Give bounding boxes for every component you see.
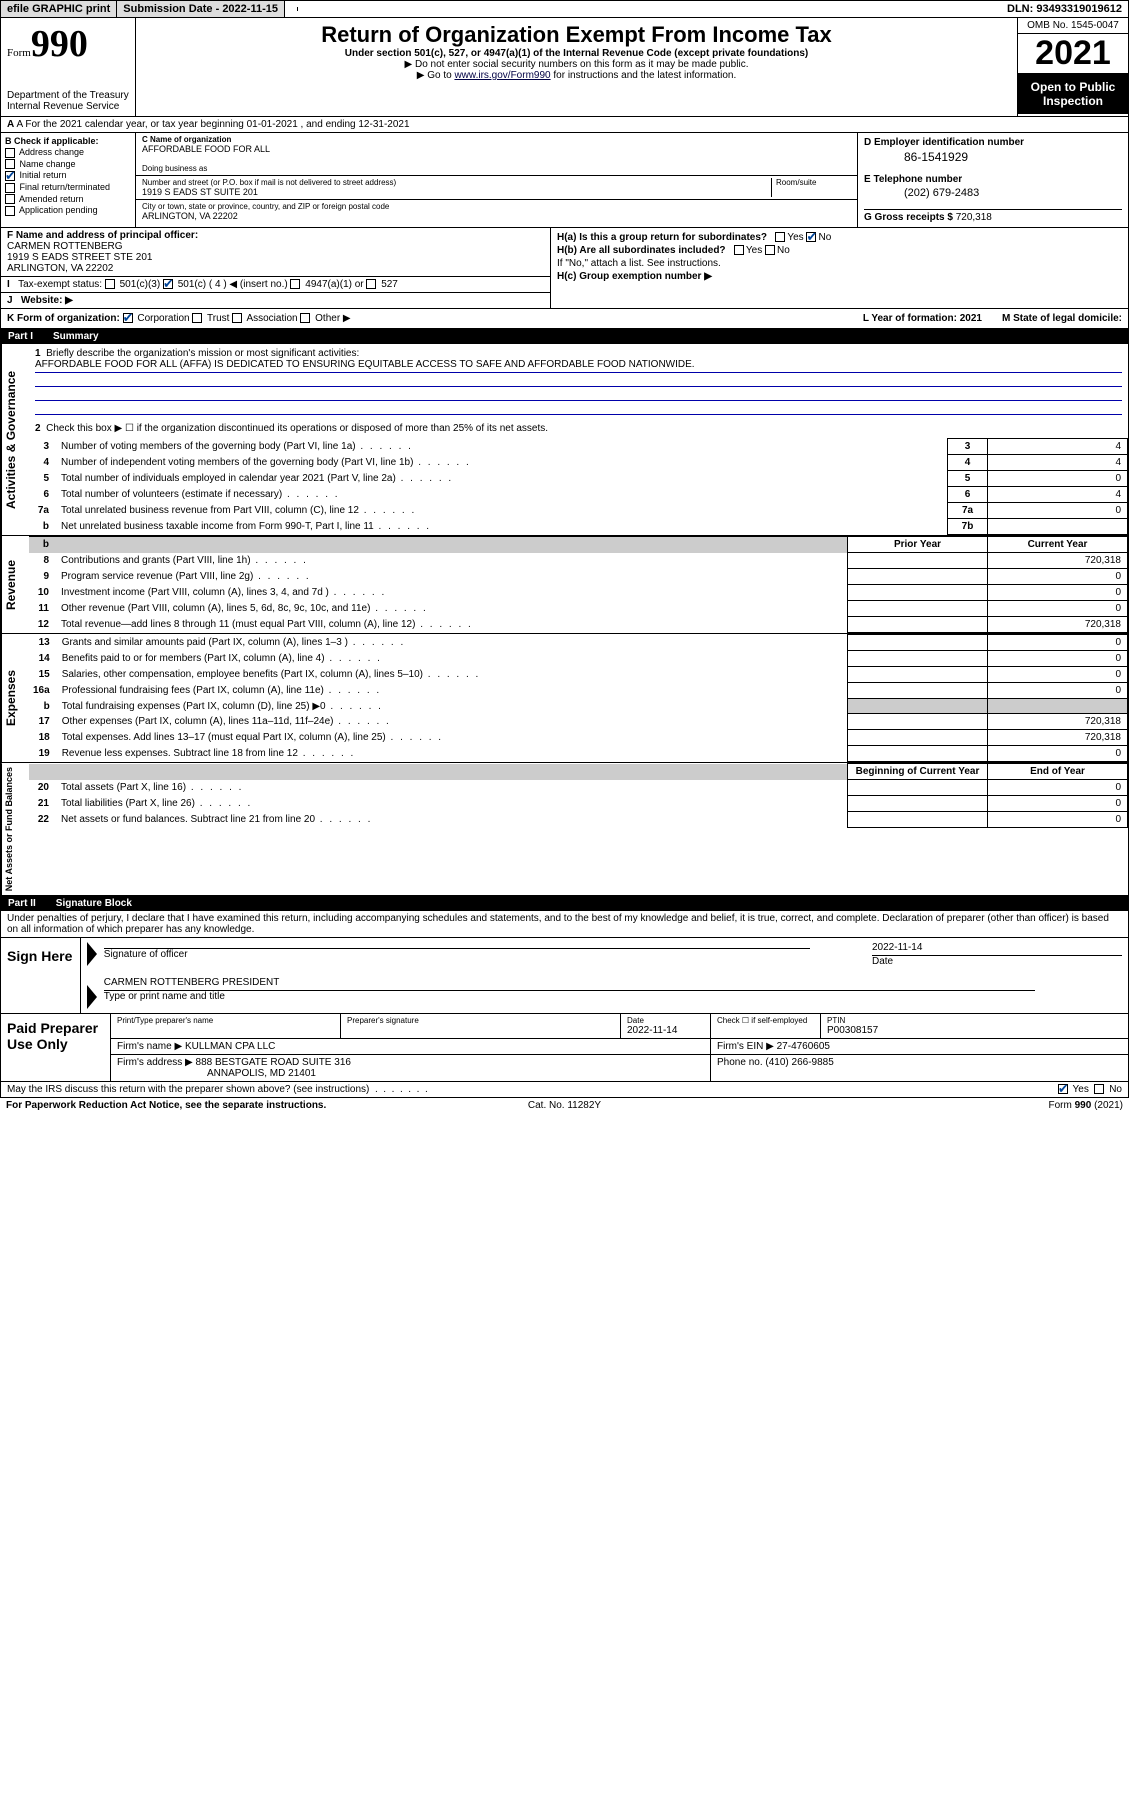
side-label-expenses: Expenses [1, 634, 29, 762]
group-return-no[interactable] [806, 232, 816, 242]
phone: (202) 679-2483 [864, 187, 1122, 199]
paid-preparer-block: Paid Preparer Use Only Print/Type prepar… [0, 1014, 1129, 1082]
mission-text: AFFORDABLE FOOD FOR ALL (AFFA) IS DEDICA… [35, 359, 1122, 373]
signature-intro: Under penalties of perjury, I declare th… [0, 911, 1129, 938]
form-number: Form990 [7, 22, 129, 66]
discuss-yes-checkbox[interactable] [1058, 1084, 1068, 1094]
firm-ein: 27-4760605 [777, 1041, 830, 1052]
side-label-net-assets: Net Assets or Fund Balances [1, 763, 29, 895]
column-d-ids: D Employer identification number 86-1541… [858, 133, 1128, 227]
top-bar: efile GRAPHIC print Submission Date - 20… [0, 0, 1129, 18]
dln: DLN: 93493319019612 [1001, 1, 1128, 17]
arrow-icon [87, 942, 97, 966]
gross-receipts: 720,318 [956, 212, 992, 223]
omb-number: OMB No. 1545-0047 [1018, 18, 1128, 34]
irs-link[interactable]: www.irs.gov/Form990 [454, 70, 550, 81]
revenue-table: bPrior YearCurrent Year8Contributions an… [29, 536, 1128, 633]
row-klm: K Form of organization: Corporation Trus… [0, 309, 1129, 329]
side-label-revenue: Revenue [1, 536, 29, 633]
preparer-phone: (410) 266-9885 [765, 1057, 833, 1068]
street-address: 1919 S EADS ST SUITE 201 [142, 187, 771, 197]
sign-here-block: Sign Here Signature of officer 2022-11-1… [0, 938, 1129, 1013]
instruction-1: ▶ Do not enter social security numbers o… [142, 59, 1011, 70]
page-footer: For Paperwork Reduction Act Notice, see … [0, 1098, 1129, 1113]
form-subtitle: Under section 501(c), 527, or 4947(a)(1)… [142, 48, 1011, 59]
ptin: P00308157 [827, 1025, 1122, 1036]
efile-button[interactable]: efile GRAPHIC print [1, 1, 117, 17]
open-public-badge: Open to Public Inspection [1018, 74, 1128, 114]
column-b-checkboxes: B Check if applicable: Address change Na… [1, 133, 136, 227]
arrow-icon [87, 985, 97, 1009]
officer-name: CARMEN ROTTENBERG [7, 241, 123, 252]
section-bcd: B Check if applicable: Address change Na… [0, 133, 1129, 228]
city-state-zip: ARLINGTON, VA 22202 [142, 211, 851, 221]
form-header: Form990 Department of the Treasury Inter… [0, 18, 1129, 117]
submission-date: Submission Date - 2022-11-15 [117, 1, 285, 17]
tax-year: 2021 [1018, 34, 1128, 74]
department-label: Department of the Treasury Internal Reve… [7, 90, 129, 112]
initial-return-checkbox[interactable] [5, 171, 15, 181]
form-title: Return of Organization Exempt From Incom… [142, 22, 1011, 48]
firm-name: KULLMAN CPA LLC [185, 1041, 275, 1052]
net-assets-table: Beginning of Current YearEnd of Year20To… [29, 763, 1128, 828]
part-2-header: Part II Signature Block [0, 896, 1129, 911]
discuss-row: May the IRS discuss this return with the… [0, 1082, 1129, 1098]
part-1-header: Part I Summary [0, 329, 1129, 344]
corporation-checkbox[interactable] [123, 313, 133, 323]
ein: 86-1541929 [864, 150, 1122, 164]
column-c-org-info: C Name of organization AFFORDABLE FOOD F… [136, 133, 858, 227]
signature-date: 2022-11-14 [872, 942, 1122, 953]
officer-signature-name: CARMEN ROTTENBERG PRESIDENT [104, 977, 1036, 988]
instruction-2: ▶ Go to www.irs.gov/Form990 for instruct… [142, 70, 1011, 81]
row-a-tax-year: A A For the 2021 calendar year, or tax y… [0, 117, 1129, 133]
side-label-governance: Activities & Governance [1, 344, 29, 535]
org-name: AFFORDABLE FOOD FOR ALL [142, 144, 851, 154]
501c-checkbox[interactable] [163, 279, 173, 289]
governance-table: 3Number of voting members of the governi… [29, 438, 1128, 535]
expenses-table: 13Grants and similar amounts paid (Part … [29, 634, 1128, 762]
section-fhij: F Name and address of principal officer:… [0, 228, 1129, 309]
